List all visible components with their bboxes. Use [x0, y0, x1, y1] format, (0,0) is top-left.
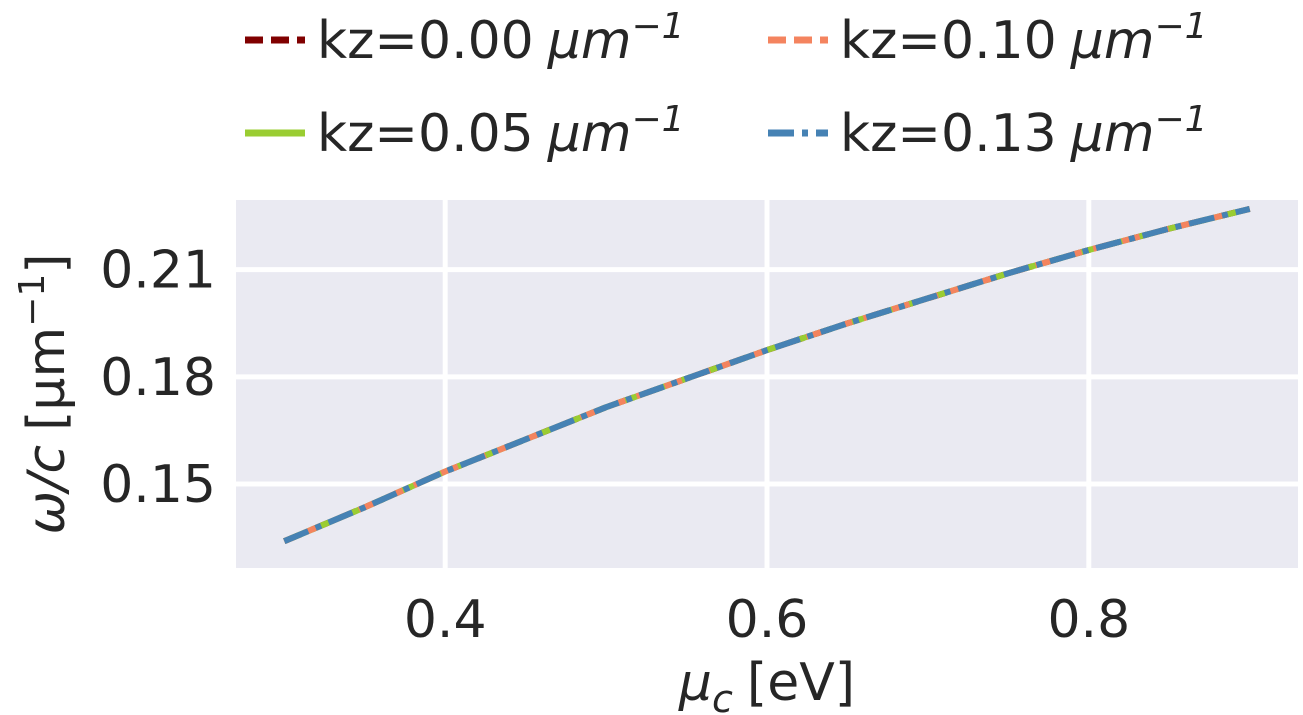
- legend-unit-exponent: −1: [632, 6, 685, 47]
- legend-label: kz=0.10 μm−1: [840, 6, 1208, 71]
- legend-item: kz=0.13 μm−1: [768, 99, 1208, 164]
- legend-label: kz=0.13 μm−1: [840, 99, 1208, 164]
- series-line-3: [283, 205, 1251, 544]
- x-tick-label: 0.4: [404, 590, 487, 650]
- legend-series-name: kz=0.00: [317, 11, 534, 71]
- y-axis-label: ω/c[μm−1]: [12, 253, 77, 534]
- series-lines: [283, 205, 1251, 544]
- legend-unit: μm: [1070, 11, 1155, 71]
- y-tick-label: 0.15: [100, 455, 216, 515]
- y-tick-label: 0.18: [100, 348, 216, 408]
- legend-series-name: kz=0.05: [317, 104, 534, 164]
- x-tick-label: 0.8: [1047, 590, 1130, 650]
- x-tick-label: 0.6: [726, 590, 809, 650]
- legend-unit: μm: [547, 11, 632, 71]
- legend-item: kz=0.10 μm−1: [768, 6, 1208, 71]
- series-line-2: [283, 205, 1251, 544]
- legend-label: kz=0.05 μm−1: [317, 99, 685, 164]
- legend-series-name: kz=0.13: [840, 104, 1057, 164]
- legend-item: kz=0.00 μm−1: [245, 6, 685, 71]
- legend-label: kz=0.00 μm−1: [317, 6, 685, 71]
- x-axis-label: μc [eV]: [678, 653, 855, 715]
- legend: kz=0.00 μm−1kz=0.05 μm−1kz=0.10 μm−1kz=0.13…: [245, 6, 1208, 164]
- legend-unit: μm: [547, 104, 632, 164]
- x-tick-labels: 0.4 0.6 0.8: [404, 590, 1130, 650]
- legend-unit: μm: [1070, 104, 1155, 164]
- y-tick-label: 0.21: [100, 241, 216, 301]
- y-tick-labels: 0.15 0.18 0.21: [100, 241, 216, 515]
- legend-unit-exponent: −1: [632, 99, 685, 140]
- legend-unit-exponent: −1: [1155, 6, 1208, 47]
- legend-unit-exponent: −1: [1155, 99, 1208, 140]
- legend-item: kz=0.05 μm−1: [245, 99, 685, 164]
- legend-series-name: kz=0.10: [840, 11, 1057, 71]
